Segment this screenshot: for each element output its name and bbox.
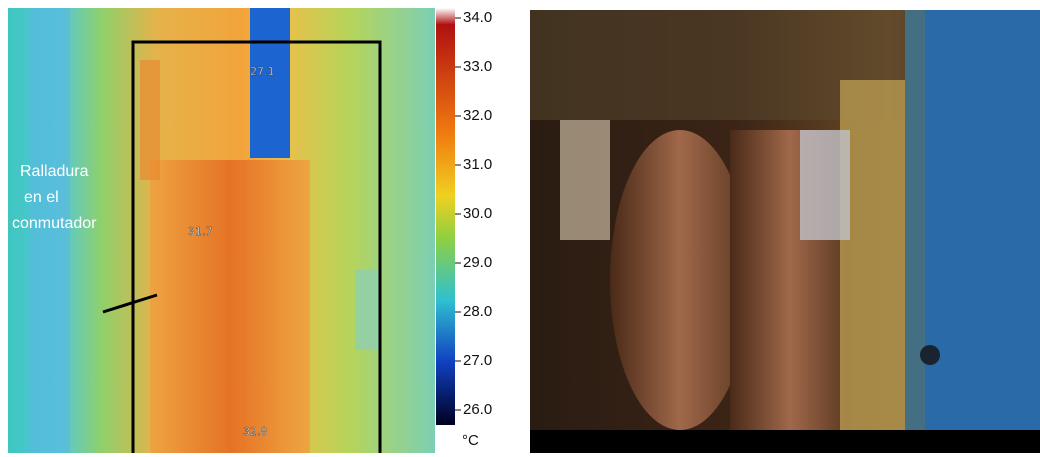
color-scale: °C 34.0 33.0 32.0 31.0 30.0 29.0 28.0 27.0 26.0 — [436, 8, 492, 449]
tick-label: 27.0 — [463, 352, 492, 369]
annotation: en el — [24, 189, 59, 206]
spot-label: 32.8 — [243, 425, 268, 438]
thermal-image: Ralladura en el conmutador 27.1 31.7 32.… — [8, 8, 435, 457]
annotation: conmutador — [12, 215, 97, 232]
spot-label: 27.1 — [250, 65, 275, 78]
unit-label: °C — [462, 432, 479, 449]
tick-label: 28.0 — [463, 303, 492, 320]
tick-label: 34.0 — [463, 9, 492, 26]
tick-label: 29.0 — [463, 254, 492, 271]
photo — [530, 10, 1040, 453]
tick-label: 32.0 — [463, 107, 492, 124]
annotation: Ralladura — [20, 163, 89, 180]
tick-label: 26.0 — [463, 401, 492, 418]
spot-label: 31.7 — [188, 225, 213, 238]
tick-label: 31.0 — [463, 156, 492, 173]
tick-label: 30.0 — [463, 205, 492, 222]
tick-label: 33.0 — [463, 58, 492, 75]
